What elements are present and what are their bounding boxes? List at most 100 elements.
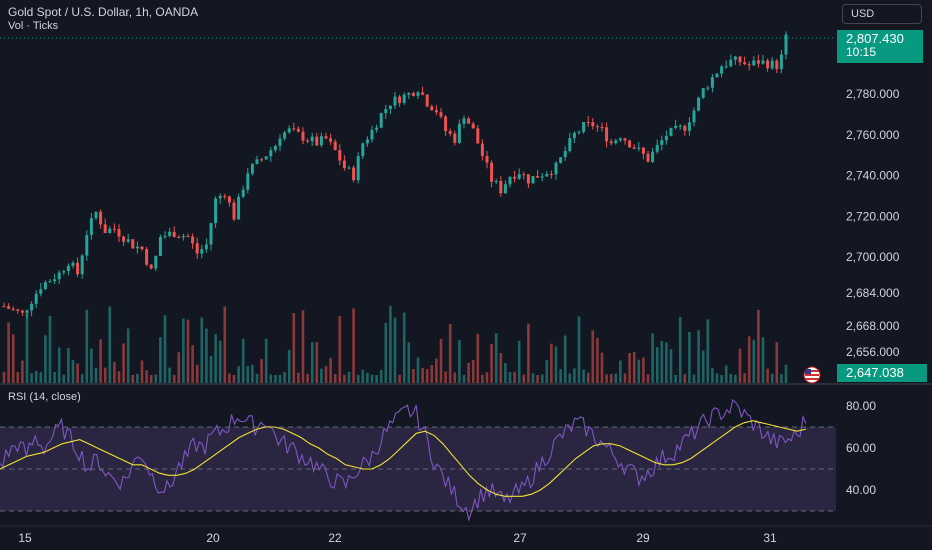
- candle-body: [57, 272, 61, 280]
- volume-bar: [734, 374, 737, 383]
- candle-body: [269, 150, 273, 157]
- volume-bar: [522, 374, 526, 383]
- volume-bar: [462, 374, 466, 383]
- volume-bar: [71, 360, 75, 383]
- volume-bar: [609, 373, 613, 383]
- volume-bar: [527, 323, 530, 383]
- candle-body: [384, 108, 388, 114]
- candle-body: [7, 306, 11, 309]
- candle-body: [761, 60, 765, 64]
- volume-tick-label: 2,656.000: [846, 345, 900, 359]
- candlestick-series[interactable]: [2, 31, 788, 319]
- candle-body: [315, 136, 319, 146]
- candle-body: [430, 106, 434, 111]
- candle-body: [467, 118, 471, 124]
- candle-body: [204, 244, 208, 250]
- volume-bar: [389, 305, 392, 383]
- volume-bar: [669, 349, 673, 383]
- price-tick-label: 2,760.000: [846, 128, 900, 142]
- volume-bar: [48, 315, 52, 383]
- volume-tick-label: 2,684.000: [846, 286, 900, 300]
- volume-bar: [407, 342, 411, 383]
- candle-body: [701, 88, 705, 98]
- volume-bar: [471, 359, 475, 383]
- volume-bar: [504, 363, 507, 383]
- candle-body: [370, 129, 374, 140]
- volume-legend: Vol · Ticks: [8, 20, 59, 32]
- volume-bar: [517, 340, 521, 383]
- volume-bar: [255, 373, 259, 383]
- price-tick-label: 2,700.000: [846, 250, 900, 264]
- volume-bar: [481, 374, 484, 383]
- volume-bar: [108, 306, 112, 383]
- volume-bar: [655, 347, 659, 383]
- volume-bar: [508, 372, 512, 383]
- symbol-title: Gold Spot / U.S. Dollar, 1h, OANDA: [8, 5, 199, 19]
- volume-bar: [218, 340, 222, 383]
- volume-bar: [485, 372, 489, 383]
- candle-body: [407, 93, 411, 95]
- volume-bar: [531, 373, 535, 383]
- rsi-tick-label: 80.00: [846, 399, 876, 413]
- candle-body: [365, 139, 369, 144]
- volume-bar: [738, 348, 742, 383]
- candle-body: [163, 235, 167, 238]
- volume-bar: [136, 373, 139, 383]
- volume-bar: [246, 365, 250, 383]
- volume-bar: [57, 347, 61, 383]
- candle-body: [255, 159, 259, 165]
- candle-body: [246, 173, 250, 190]
- volume-bar: [320, 368, 323, 383]
- volume-bar: [379, 369, 383, 383]
- candle-body: [572, 133, 576, 139]
- volume-bar: [490, 343, 493, 383]
- volume-bar: [743, 373, 746, 383]
- volume-bar: [550, 343, 553, 383]
- candle-body: [402, 94, 406, 103]
- rsi-tick-label: 60.00: [846, 441, 876, 455]
- candle-body: [508, 176, 512, 185]
- volume-bar: [62, 374, 66, 383]
- volume-bar: [600, 352, 604, 383]
- currency-selector[interactable]: USD: [842, 4, 922, 24]
- volume-bar: [113, 361, 116, 383]
- volume-bar: [747, 336, 751, 383]
- volume-bar: [540, 374, 544, 383]
- volume-bar: [209, 355, 213, 383]
- volume-bar: [775, 342, 779, 383]
- candle-body: [140, 246, 144, 250]
- volume-bar: [770, 373, 774, 383]
- time-tick-label: 15: [18, 531, 32, 545]
- candle-body: [439, 112, 443, 117]
- candle-body: [237, 196, 241, 220]
- volume-bar: [149, 375, 153, 383]
- candle-body: [283, 132, 287, 139]
- candle-body: [421, 92, 425, 95]
- volume-bars: [2, 305, 788, 383]
- volume-bar: [660, 340, 664, 383]
- rsi-pane[interactable]: 80.00 60.00 40.00: [0, 399, 876, 522]
- volume-bar: [283, 372, 286, 383]
- volume-bar: [310, 342, 314, 383]
- candle-body: [683, 125, 687, 131]
- volume-bar: [53, 372, 56, 383]
- candle-body: [549, 174, 553, 176]
- volume-bar: [44, 335, 47, 383]
- volume-bar: [697, 330, 700, 383]
- volume-bar: [545, 360, 549, 383]
- candle-body: [655, 144, 659, 152]
- volume-bar: [752, 339, 756, 383]
- volume-bar: [559, 369, 562, 383]
- time-tick-label: 27: [513, 531, 527, 545]
- volume-bar: [168, 367, 171, 383]
- candle-body: [678, 125, 682, 127]
- candle-body: [278, 138, 282, 146]
- candle-body: [172, 231, 176, 238]
- time-axis[interactable]: 15 20 22 27 29 31: [0, 525, 932, 545]
- volume-bar: [784, 364, 788, 383]
- candle-body: [434, 110, 438, 113]
- volume-bar: [99, 339, 102, 383]
- volume-bar: [632, 351, 636, 383]
- candle-body: [554, 162, 558, 175]
